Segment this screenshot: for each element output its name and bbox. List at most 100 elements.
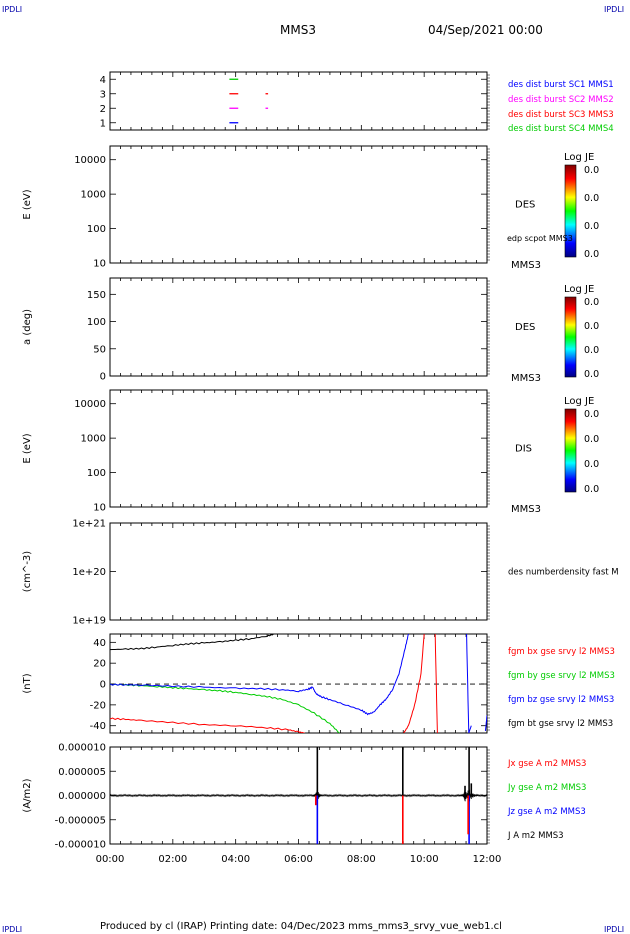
colorbar-tick-label: 0.0 — [584, 321, 599, 332]
colorbar-tick-label: 0.0 — [584, 249, 599, 260]
colorbar — [564, 164, 577, 258]
colorbar-tick-label: 0.0 — [584, 434, 599, 445]
y-tick-label: 100 — [87, 317, 106, 328]
corner-label-top-right: IPDLI — [604, 5, 624, 14]
panel-instrument-label: DIS — [515, 444, 532, 455]
y-tick-label: 1000 — [81, 190, 106, 201]
colorbar-tick-label: 0.0 — [584, 409, 599, 420]
colorbar-tick-label: 0.0 — [584, 193, 599, 204]
y-tick-label: 0 — [100, 372, 106, 383]
y-axis-label: (nT) — [22, 673, 33, 693]
legend-entry: fgm bt gse srvy l2 MMS3 — [508, 719, 613, 729]
corner-label-bottom-right: IPDLI — [604, 925, 624, 934]
y-tick-label: 10000 — [74, 155, 106, 166]
panel-frame-0 — [109, 71, 488, 131]
legend-entry: des dist burst SC4 MMS4 — [508, 124, 614, 134]
y-tick-label: 10 — [93, 503, 106, 514]
panel-spacecraft-label: MMS3 — [511, 260, 541, 271]
x-tick-label: 02:00 — [158, 854, 187, 865]
y-axis-label: a (deg) — [22, 309, 33, 345]
y-tick-label: 0 — [100, 680, 106, 691]
colorbar-tick-label: 0.0 — [584, 484, 599, 495]
corner-label-top-left: IPDLI — [2, 5, 22, 14]
fgm-series-line — [403, 634, 425, 733]
y-axis-label: E (eV) — [22, 433, 33, 463]
x-tick-label: 08:00 — [347, 854, 376, 865]
y-tick-label: -0.000010 — [55, 840, 106, 851]
y-tick-label: 20 — [93, 659, 106, 670]
y-tick-label: 1e+21 — [72, 519, 106, 530]
fgm-series-line — [110, 683, 340, 733]
x-tick-label: 06:00 — [284, 854, 313, 865]
y-tick-label: 10 — [93, 259, 106, 270]
colorbar-tick-label: 0.0 — [584, 459, 599, 470]
y-tick-label: 1e+20 — [72, 567, 106, 578]
x-tick-label: 12:00 — [473, 854, 502, 865]
legend-entry: J A m2 MMS3 — [507, 831, 564, 841]
y-tick-label: 50 — [93, 344, 106, 355]
x-tick-label: 10:00 — [410, 854, 439, 865]
colorbar-tick-label: 0.0 — [584, 369, 599, 380]
legend-entry: fgm bz gse srvy l2 MMS3 — [508, 695, 614, 705]
panel-frame-1 — [109, 145, 488, 264]
colorbar-title: Log JE — [564, 284, 594, 295]
panel-frame-2 — [109, 277, 488, 377]
x-tick-label: 04:00 — [221, 854, 250, 865]
spacecraft-title: MMS3 — [280, 23, 316, 37]
colorbar-title: Log JE — [564, 396, 594, 407]
fgm-series-line — [110, 634, 409, 716]
y-tick-label: 1e+19 — [72, 616, 106, 627]
fgm-series-line — [466, 634, 472, 733]
y-tick-label: 0.000010 — [58, 743, 106, 754]
y-tick-label: 1000 — [81, 434, 106, 445]
footer-text: Produced by cl (IRAP) Printing date: 04/… — [100, 921, 502, 932]
legend-entry: des dist burst SC2 MMS2 — [508, 95, 614, 105]
y-tick-label: 10000 — [74, 399, 106, 410]
y-tick-label: -0.000005 — [55, 815, 106, 826]
y-tick-label: 1 — [100, 118, 106, 129]
y-tick-label: 0.000000 — [58, 791, 106, 802]
y-tick-label: 40 — [93, 638, 106, 649]
panel-frame-5 — [109, 633, 488, 734]
y-axis-label: E (eV) — [22, 189, 33, 219]
legend-entry: des dist burst SC1 MMS1 — [508, 80, 614, 90]
panel-frame-3 — [109, 389, 488, 508]
y-tick-label: 3 — [100, 89, 106, 100]
legend-entry: fgm bx gse srvy l2 MMS3 — [508, 647, 615, 657]
y-axis-label: (A/m2) — [22, 778, 33, 812]
x-tick-label: 00:00 — [96, 854, 125, 865]
colorbar-tick-label: 0.0 — [584, 221, 599, 232]
y-tick-label: -40 — [90, 721, 106, 732]
fgm-series-line — [484, 715, 487, 731]
y-tick-label: 0.000005 — [58, 767, 106, 778]
panel-frame-4 — [109, 522, 488, 621]
fgm-series-line — [434, 634, 438, 733]
legend-entry: fgm by gse srvy l2 MMS3 — [508, 671, 615, 681]
y-tick-label: 4 — [100, 75, 106, 86]
current-noise-line — [109, 793, 488, 798]
legend-entry: Jy gse A m2 MMS3 — [507, 783, 586, 793]
corner-label-bottom-left: IPDLI — [2, 925, 22, 934]
y-tick-label: -20 — [90, 700, 106, 711]
colorbar — [564, 296, 577, 378]
colorbar — [564, 408, 577, 493]
date-title: 04/Sep/2021 00:00 — [428, 23, 543, 37]
panel-spacecraft-label: MMS3 — [511, 504, 541, 515]
colorbar-title: Log JE — [564, 152, 594, 163]
y-tick-label: 150 — [87, 290, 106, 301]
colorbar-tick-label: 0.0 — [584, 345, 599, 356]
overlay-legend-label: edp scpot MMS3 — [507, 234, 573, 243]
y-axis-label: (cm^-3) — [22, 551, 33, 592]
panel-instrument-label: DES — [515, 322, 535, 333]
y-tick-label: 2 — [100, 104, 106, 115]
fgm-series-line — [110, 634, 275, 651]
panel-instrument-label: DES — [515, 200, 535, 211]
panel-spacecraft-label: MMS3 — [511, 373, 541, 384]
panel-legend-label: des numberdensity fast M — [508, 568, 619, 578]
colorbar-tick-label: 0.0 — [584, 165, 599, 176]
legend-entry: Jx gse A m2 MMS3 — [507, 759, 586, 769]
legend-entry: Jz gse A m2 MMS3 — [507, 807, 586, 817]
y-tick-label: 100 — [87, 224, 106, 235]
legend-entry: des dist burst SC3 MMS3 — [508, 110, 614, 120]
